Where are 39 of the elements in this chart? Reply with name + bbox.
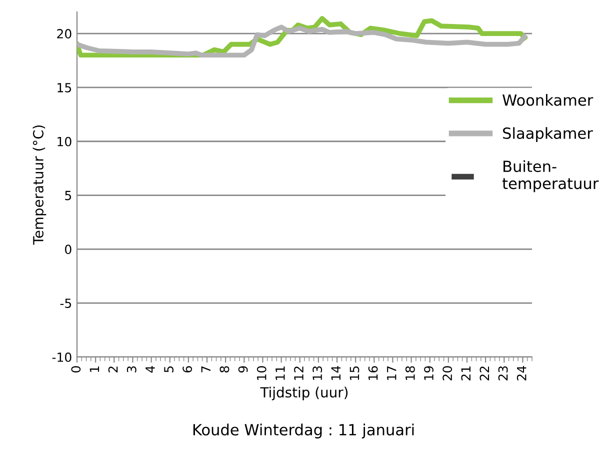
x-tick-label: 15 <box>350 366 360 380</box>
x-tick-label: 11 <box>276 366 285 380</box>
y-tick-label: 20 <box>57 29 72 38</box>
x-tick-label: 24 <box>516 366 526 380</box>
x-tick-label: 1 <box>90 366 100 372</box>
y-axis-title: Temperatuur (°C) <box>32 125 46 245</box>
x-axis-title: Tijdstip (uur) <box>260 386 348 400</box>
x-tick-label: 4 <box>146 366 155 373</box>
x-tick-label: 17 <box>387 366 396 380</box>
x-tick-label: 7 <box>201 366 210 372</box>
y-tick-label: 0 <box>65 244 72 254</box>
x-tick-label: 19 <box>424 366 434 380</box>
x-tick-label: 22 <box>480 366 490 380</box>
x-tick-label: 10 <box>256 366 266 380</box>
x-tick-label: 6 <box>182 366 192 372</box>
x-tick-label: 2 <box>108 366 118 372</box>
x-tick-label: 13 <box>312 366 322 380</box>
legend-label: Woonkamer <box>502 94 594 106</box>
x-tick-label: 23 <box>498 366 508 380</box>
y-tick-label: 10 <box>58 136 72 146</box>
x-tick-label: 0 <box>71 366 81 372</box>
x-tick-label: 18 <box>405 366 415 380</box>
y-tick-label: -10 <box>52 352 72 362</box>
x-tick-label: 8 <box>220 366 230 372</box>
x-tick-label: 21 <box>461 366 470 380</box>
x-tick-label: 9 <box>238 366 248 372</box>
text: Koude Winterdag : 11 januari <box>193 424 414 438</box>
x-tick-label: 14 <box>331 366 340 380</box>
x-tick-label: 12 <box>294 366 304 380</box>
y-tick-label: -5 <box>60 298 72 308</box>
x-tick-label: 3 <box>126 366 136 372</box>
x-tick-label: 20 <box>442 366 452 380</box>
y-tick-label: 15 <box>58 83 72 92</box>
line-series <box>77 24 527 58</box>
x-tick-label: 16 <box>368 366 378 380</box>
y-tick-label: 5 <box>65 190 72 200</box>
legend-label: Buiten- temperatuur <box>502 160 599 192</box>
legend-label: Slaapkamer <box>503 127 593 142</box>
x-tick-label: 5 <box>164 366 174 372</box>
